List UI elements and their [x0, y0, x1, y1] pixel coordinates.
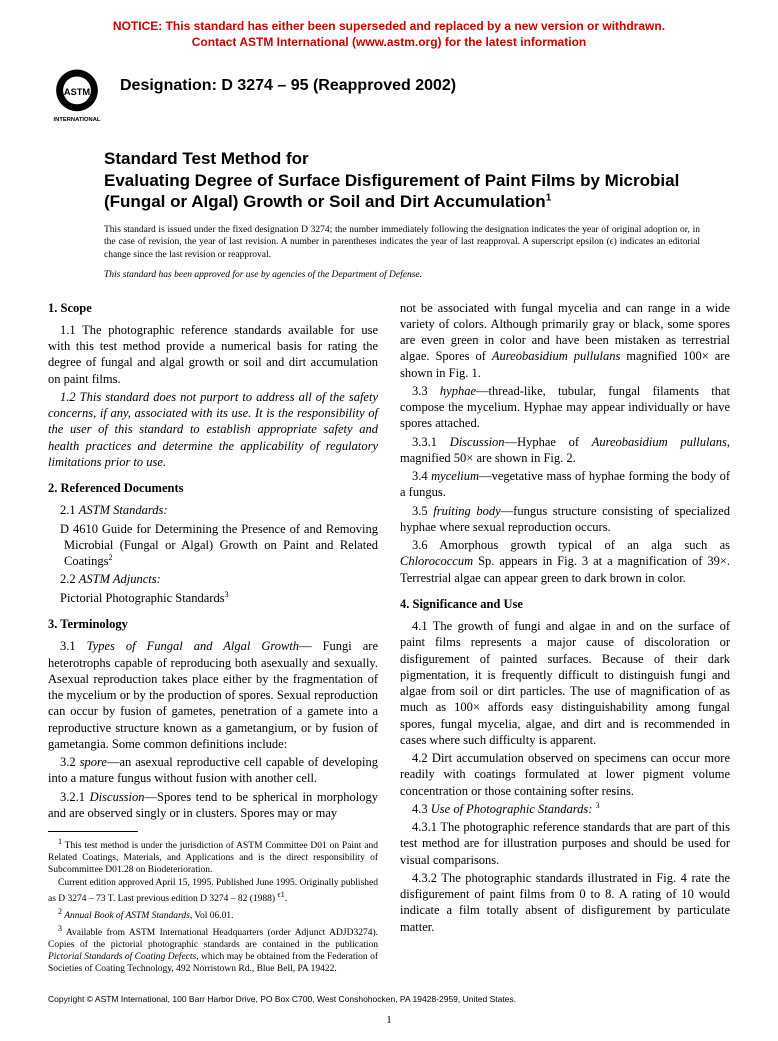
refs-2-2: 2.2 ASTM Adjuncts: — [48, 571, 378, 587]
term-3-4: 3.4 mycelium—vegetative mass of hyphae f… — [400, 468, 730, 501]
footnote-1: 1 This test method is under the jurisdic… — [48, 837, 378, 877]
term-3-1: 3.1 Types of Fungal and Algal Growth— Fu… — [48, 638, 378, 752]
footnote-rule — [48, 831, 138, 832]
refs-2-1: 2.1 ASTM Standards: — [48, 502, 378, 518]
footnotes: 1 This test method is under the jurisdic… — [48, 837, 378, 975]
term-3-2: 3.2 spore—an asexual reproductive cell c… — [48, 754, 378, 787]
svg-text:ASTM: ASTM — [64, 87, 91, 97]
term-3-3-1: 3.3.1 Discussion—Hyphae of Aureobasidium… — [400, 434, 730, 467]
scope-1-1: 1.1 The photographic reference standards… — [48, 322, 378, 387]
title-block: Standard Test Method for Evaluating Degr… — [104, 148, 700, 212]
term-3-6: 3.6 Amorphous growth typical of an alga … — [400, 537, 730, 586]
sig-4-3-1: 4.3.1 The photographic reference standar… — [400, 819, 730, 868]
issuance-note: This standard is issued under the fixed … — [104, 224, 700, 261]
header-row: ASTM INTERNATIONAL Designation: D 3274 –… — [48, 66, 730, 124]
astm-logo: ASTM INTERNATIONAL — [48, 66, 106, 124]
notice-line1: NOTICE: This standard has either been su… — [48, 18, 730, 34]
footnote-3: 3 Available from ASTM International Head… — [48, 924, 378, 976]
notice-line2: Contact ASTM International (www.astm.org… — [48, 34, 730, 50]
scope-1-2: 1.2 This standard does not purport to ad… — [48, 389, 378, 470]
designation: Designation: D 3274 – 95 (Reapproved 200… — [120, 66, 456, 97]
column-left: 1. Scope 1.1 The photographic reference … — [48, 300, 378, 977]
term-3-2-1: 3.2.1 Discussion—Spores tend to be spher… — [48, 789, 378, 822]
footnote-2: 2 Annual Book of ASTM Standards, Vol 06.… — [48, 907, 378, 923]
term-3-5: 3.5 fruiting body—fungus structure consi… — [400, 503, 730, 536]
refs-pict: Pictorial Photographic Standards3 — [48, 590, 378, 606]
sig-head: 4. Significance and Use — [400, 596, 730, 612]
copyright-line: Copyright © ASTM International, 100 Barr… — [48, 994, 730, 1005]
column-right: not be associated with fungal mycelia an… — [400, 300, 730, 977]
term-3-2-1-cont: not be associated with fungal mycelia an… — [400, 300, 730, 381]
sig-4-2: 4.2 Dirt accumulation observed on specim… — [400, 750, 730, 799]
sig-4-1: 4.1 The growth of fungi and algae in and… — [400, 618, 730, 748]
dod-note: This standard has been approved for use … — [104, 269, 700, 281]
scope-head: 1. Scope — [48, 300, 378, 316]
body-columns: 1. Scope 1.1 The photographic reference … — [48, 300, 730, 977]
sig-4-3: 4.3 Use of Photographic Standards: 3 — [400, 801, 730, 817]
title-line2: Evaluating Degree of Surface Disfigureme… — [104, 170, 700, 213]
notice-banner: NOTICE: This standard has either been su… — [48, 18, 730, 50]
refs-head: 2. Referenced Documents — [48, 480, 378, 496]
page-number: 1 — [0, 1013, 778, 1027]
term-3-3: 3.3 hyphae—thread-like, tubular, fungal … — [400, 383, 730, 432]
refs-d4610: D 4610 Guide for Determining the Presenc… — [48, 521, 378, 570]
title-line1: Standard Test Method for — [104, 148, 700, 169]
svg-text:INTERNATIONAL: INTERNATIONAL — [54, 117, 101, 123]
term-head: 3. Terminology — [48, 616, 378, 632]
sig-4-3-2: 4.3.2 The photographic standards illustr… — [400, 870, 730, 935]
footnote-1-cont: Current edition approved April 15, 1995.… — [48, 878, 378, 906]
